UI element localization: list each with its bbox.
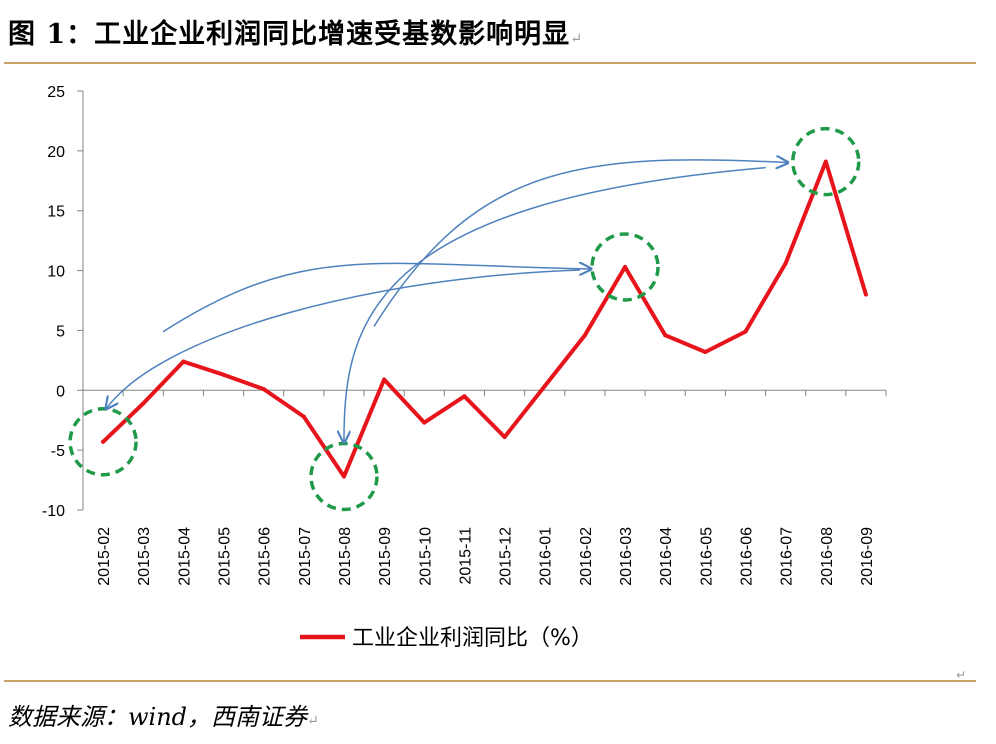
paragraph-mark-icon: ↵ (307, 713, 319, 729)
data-point (703, 349, 708, 354)
y-tick-label: -10 (42, 503, 65, 520)
top-rule (4, 62, 976, 64)
x-tick-label: 2015-10 (417, 527, 434, 586)
figure-title: 图 1：工业企业利润同比增速受基数影响明显↵ (8, 12, 583, 51)
x-tick-label: 2015-08 (337, 527, 354, 586)
data-point (261, 387, 266, 392)
x-tick-label: 2015-06 (257, 527, 274, 586)
source-note: 数据来源：wind，西南证券↵ (8, 697, 319, 732)
data-point (221, 372, 226, 377)
series-line (101, 159, 868, 479)
x-tick-label: 2015-09 (377, 527, 394, 586)
data-point (301, 414, 306, 419)
highlight-circle (590, 232, 660, 302)
highlight-layer (68, 126, 861, 512)
figure-title-text: 图 1：工业企业利润同比增速受基数影响明显 (8, 19, 571, 50)
data-point (663, 333, 668, 338)
x-tick-label: 2016-08 (819, 527, 836, 586)
arrow-layer (106, 160, 788, 443)
axes: -10 -5 0 5 10 15 20 25 2015-02 2015-03 2015-04 2015… (42, 84, 887, 586)
x-tick-label: 2015-04 (176, 527, 193, 586)
data-point (341, 474, 346, 479)
data-point (623, 264, 628, 269)
x-tick-label: 2016-02 (578, 527, 595, 586)
bottom-rule (4, 680, 976, 682)
y-tick-label: 20 (47, 144, 65, 161)
y-tick-label: 5 (56, 323, 65, 340)
highlight-circle (68, 407, 138, 477)
y-tick-label: 0 (56, 383, 65, 400)
x-tick-label: 2015-03 (136, 527, 153, 586)
x-tick-label: 2016-01 (538, 527, 555, 586)
data-point (823, 159, 828, 164)
data-point (743, 329, 748, 334)
x-tick-label: 2015-07 (297, 527, 314, 586)
connector-arrow (373, 160, 788, 327)
connector-arrow (106, 269, 581, 409)
data-point (582, 333, 587, 338)
connector-arrow (162, 263, 591, 333)
data-point (502, 434, 507, 439)
x-tick-label: 2015-02 (96, 527, 113, 586)
connector-arrow (344, 166, 766, 443)
series-line-layer (101, 159, 868, 479)
data-point (382, 377, 387, 382)
y-tick-label: 15 (47, 204, 65, 221)
corner-mark-icon: ↵ (956, 668, 967, 682)
x-tick-label: 2015-05 (217, 527, 234, 586)
source-text: 数据来源：wind，西南证券 (8, 703, 308, 731)
data-point (141, 401, 146, 406)
x-tick-label: 2016-05 (698, 527, 715, 586)
legend-label: 工业企业利润同比（%） (352, 626, 593, 651)
y-tick-label: 25 (47, 84, 65, 101)
data-point (863, 292, 868, 297)
x-tick-label: 2016-07 (779, 527, 796, 586)
legend: 工业企业利润同比（%） (300, 626, 593, 651)
x-tick-label: 2016-03 (618, 527, 635, 586)
data-point (783, 261, 788, 266)
x-tick-label: 2016-06 (738, 527, 755, 586)
data-point (462, 394, 467, 399)
data-point (422, 420, 427, 425)
paragraph-mark-icon: ↵ (570, 31, 583, 47)
data-point (101, 439, 106, 444)
x-tick-label: 2016-09 (859, 527, 876, 586)
x-tick-label: 2016-04 (658, 527, 675, 586)
highlight-circle (791, 126, 861, 197)
x-tick-label: 2015-11 (457, 527, 474, 585)
x-tick-label: 2015-12 (498, 527, 515, 586)
data-point (181, 359, 186, 364)
y-tick-label: -5 (51, 443, 65, 460)
y-tick-label: 10 (47, 264, 65, 281)
